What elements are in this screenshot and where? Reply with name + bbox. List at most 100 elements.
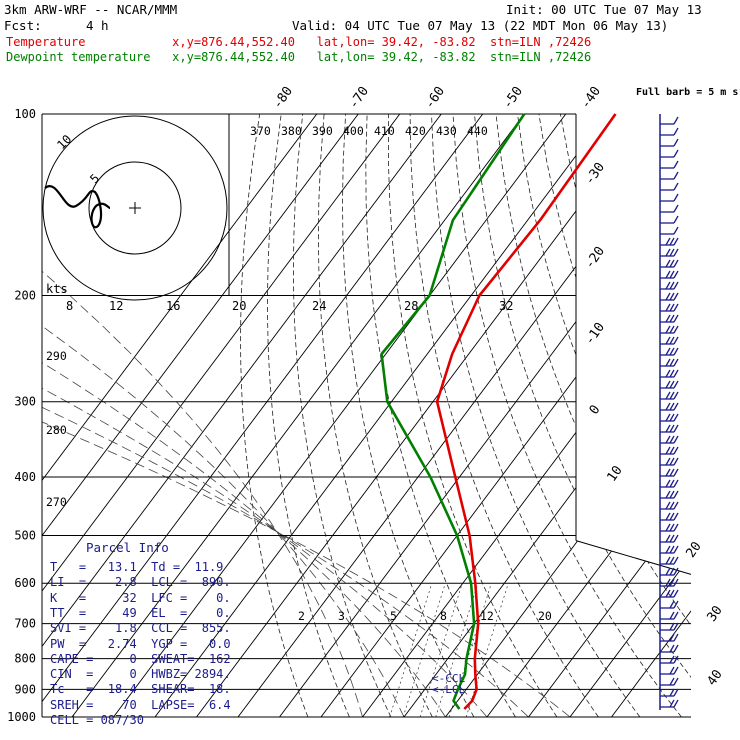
wind-barb [660,281,679,290]
dry-adiabat-line [711,114,740,717]
isotherm-label: 30 [704,603,725,624]
dry-adiabat-line [667,114,691,717]
wind-barb [660,611,679,620]
wind-barb [660,325,679,334]
wind-barb [660,589,679,598]
theta-label: 440 [467,124,488,138]
isotherm-line [154,114,608,717]
wind-barb [660,160,679,169]
mixing-ratio-line [402,583,446,717]
hodograph-axis-label: 20 [232,299,246,313]
moist-adiabat-line [42,219,446,717]
wind-barb [660,138,679,147]
isotherm-label: 40 [704,667,725,688]
wind-barb [660,226,679,235]
isotherm-line [113,114,567,717]
wind-barb [660,270,679,279]
hodograph-ring-label: 10 [54,132,74,152]
pressure-tick-label: 600 [14,576,36,590]
parcel-info-row: CIN = 0 HWBZ= 2894. [50,667,231,682]
pressure-tick-label: 1000 [7,710,36,724]
theta-label: 390 [312,124,333,138]
parcel-info-row: SVI = 1.8 CCL = 855. [50,621,231,636]
isotherm-line [445,114,691,717]
pressure-tick-label: 700 [14,617,36,631]
wind-barb [660,446,679,455]
isotherm-label: 0 [587,402,604,417]
isotherm-label: -60 [422,84,448,112]
mixing-ratio-label: 8 [440,609,447,623]
parcel-info-row: K = 32 LFC = 0. [50,590,231,605]
hodograph-axis-label: 12 [109,299,123,313]
isotherm-label: -80 [270,84,296,112]
adiabat-label: 290 [46,349,67,363]
theta-label: 400 [343,124,364,138]
isotherm-line [279,114,691,717]
isotherm-line [403,114,691,717]
theta-label: 410 [374,124,395,138]
dry-adiabat-line [538,114,691,717]
hodograph-axis-label: 24 [312,299,326,313]
mixing-ratio-label: 2 [298,609,305,623]
moist-adiabat-line [42,219,488,717]
dewpoint-curve [380,113,526,710]
wind-barb [660,127,679,136]
isotherm-line [486,114,691,717]
pressure-tick-label: 900 [14,682,36,696]
dry-adiabat-line [342,114,475,717]
wind-barb-key: Full barb = 5 m s⁻¹ [636,87,740,98]
hodograph-axis-label: 8 [66,299,73,313]
dry-adiabat-line [240,114,309,717]
wind-barb [660,204,679,213]
wind-barb [660,215,679,224]
parcel-info-row: CELL = 087/30 [50,713,144,727]
pressure-tick-label: 800 [14,652,36,666]
isotherm-label: -50 [500,84,526,112]
parcel-info-row: PW = 2.74 YGP = 0.0 [50,636,231,651]
wind-barb [660,358,679,367]
temperature-curve [435,113,617,710]
mixing-ratio-line [419,583,463,717]
forecast-hours: 4 h [86,18,109,33]
dry-adiabat-line [431,114,641,717]
wind-barb [660,369,679,378]
wind-barb [660,479,679,488]
dry-adiabat-line [409,114,599,717]
wind-barb [660,688,679,697]
parcel-info-title: Parcel Info [86,540,169,555]
dry-adiabat-line [688,114,691,717]
theta-label: 420 [405,124,426,138]
moist-adiabat-line [42,219,405,717]
isotherm-line [611,114,691,717]
wind-barb [660,292,679,301]
hodograph-trace [44,185,111,229]
isotherm-line [71,114,525,717]
wind-barb [660,347,679,356]
ccl-label: <-CCL [432,672,465,685]
wind-barb [660,567,679,576]
wind-barb [660,303,679,312]
wind-barb [660,314,679,323]
wind-barb [660,336,679,345]
parcel-info-row: T = 13.1 Td = 11.9 [50,560,224,574]
wind-barb [660,248,679,257]
wind-barb [660,490,679,499]
dry-adiabat-line [267,114,350,717]
wind-barb [660,655,679,664]
wind-barb [660,644,679,653]
isotherm-label: -20 [582,244,608,272]
dry-adiabat-line [560,114,691,717]
wind-barb [660,545,679,554]
isotherm-line [528,114,691,717]
wind-barb [660,193,679,202]
wind-barb [660,666,679,675]
isotherm-line [569,114,691,717]
pressure-tick-label: 100 [14,107,36,121]
theta-label: 430 [436,124,457,138]
wind-barb [660,523,679,532]
wind-barb [660,600,679,609]
wind-barb [660,116,679,125]
wind-barb [660,149,679,158]
mixing-ratio-label: 20 [538,609,552,623]
